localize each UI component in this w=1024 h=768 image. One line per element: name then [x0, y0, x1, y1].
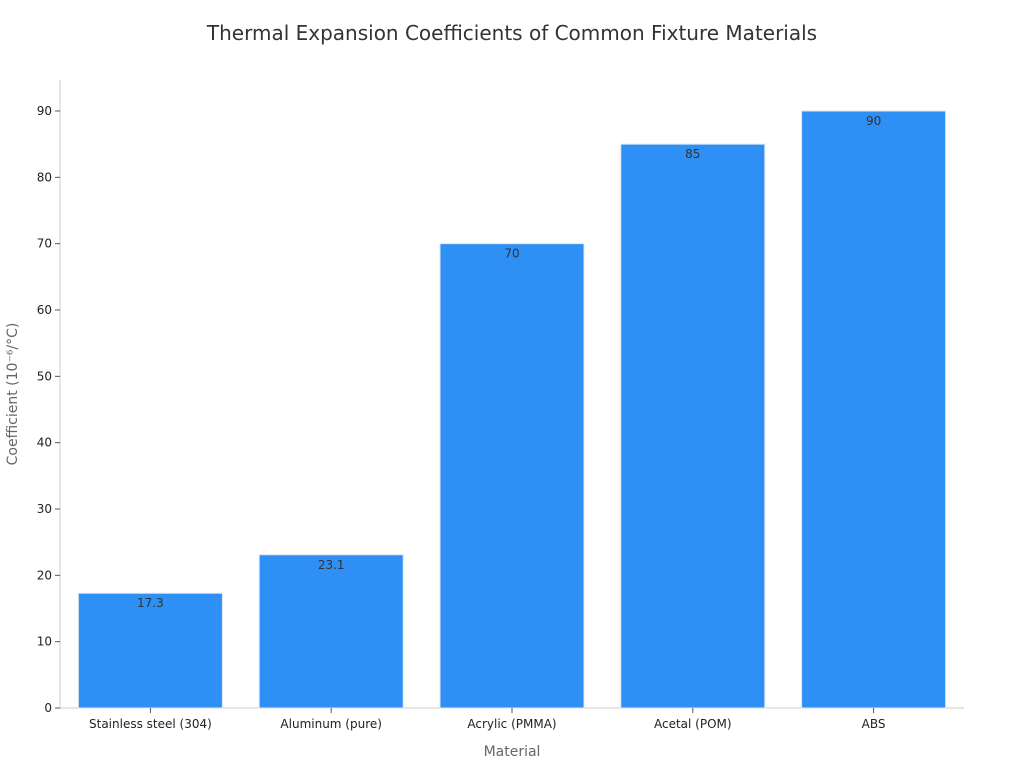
bars-group: [77, 110, 947, 709]
y-tick-label: 0: [44, 701, 52, 715]
y-tick-label: 80: [37, 170, 52, 184]
y-tick-label: 60: [37, 303, 52, 317]
y-tick-label: 30: [37, 502, 52, 516]
y-tick-label: 10: [37, 635, 52, 649]
x-tick-label: Acetal (POM): [654, 717, 732, 731]
bar: [620, 143, 766, 709]
bar-value-label: 85: [685, 147, 700, 161]
bar: [439, 243, 585, 709]
bar: [258, 554, 404, 709]
data-labels-group: 17.3 23.1 70 85 90: [137, 114, 881, 610]
bar-value-label: 90: [866, 114, 881, 128]
y-tick-label: 20: [37, 568, 52, 582]
chart-title: Thermal Expansion Coefficients of Common…: [206, 21, 817, 45]
x-tick-label: Stainless steel (304): [89, 717, 212, 731]
x-tick-label: Acrylic (PMMA): [467, 717, 556, 731]
y-tick-label: 70: [37, 237, 52, 251]
bar-value-label: 70: [504, 247, 519, 261]
x-tick-labels-group: Stainless steel (304) Aluminum (pure) Acry…: [89, 708, 886, 731]
bar: [77, 592, 223, 709]
x-tick-label: ABS: [862, 717, 886, 731]
y-tick-label: 40: [37, 436, 52, 450]
x-axis-label: Material: [484, 744, 541, 760]
bar: [801, 110, 947, 709]
y-tick-label: 50: [37, 369, 52, 383]
y-axis-label: Coefficient (10⁻⁶/°C): [5, 323, 21, 466]
y-tick-label: 90: [37, 104, 52, 118]
bar-value-label: 17.3: [137, 596, 164, 610]
x-tick-label: Aluminum (pure): [280, 717, 382, 731]
y-tick-labels-group: 0 10 20 30 40 50 60 70 80 90: [37, 104, 60, 715]
bar-value-label: 23.1: [318, 558, 345, 572]
